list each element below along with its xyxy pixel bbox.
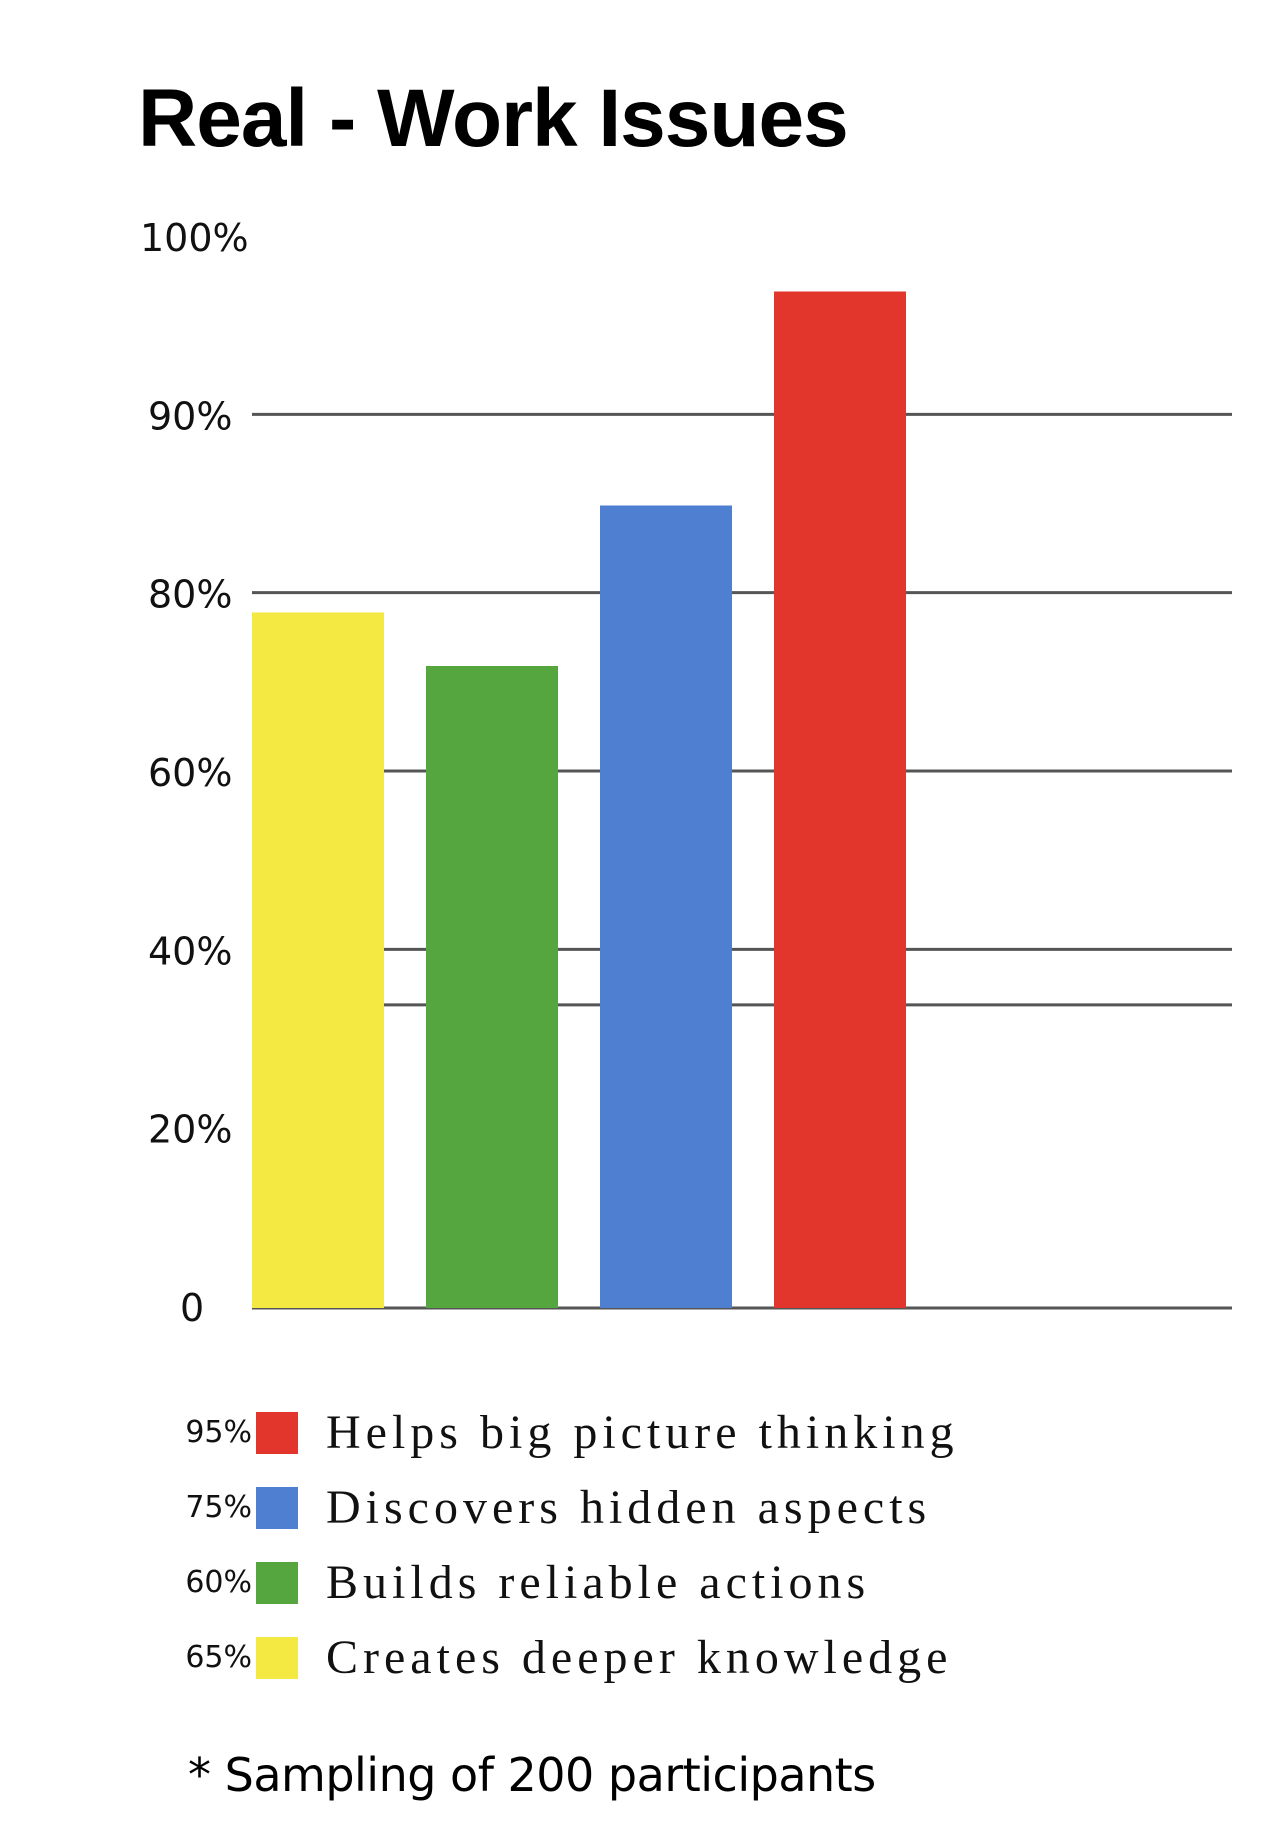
bar-builds-reliable-actions xyxy=(426,666,558,1308)
legend-label: Helps big picture thinking xyxy=(326,1406,959,1459)
legend-label: Creates deeper knowledge xyxy=(326,1631,953,1684)
y-tick-label: 60% xyxy=(148,751,232,795)
y-tick-label: 100% xyxy=(140,216,249,260)
y-tick-label: 40% xyxy=(148,929,232,973)
legend-percent: 75% xyxy=(185,1490,252,1525)
bar-chart: 100% 90% 80% 60% 40% 20% 0 xyxy=(140,216,1232,1330)
legend-percent: 60% xyxy=(185,1565,252,1600)
legend-item-discovers-hidden: 75% Discovers hidden aspects xyxy=(170,1470,959,1545)
footnote: * Sampling of 200 participants xyxy=(188,1748,876,1802)
legend-swatch-blue xyxy=(256,1486,298,1529)
legend-item-creates-deeper: 65% Creates deeper knowledge xyxy=(170,1620,959,1695)
legend-label: Discovers hidden aspects xyxy=(326,1481,932,1534)
bar-helps-big-picture-thinking xyxy=(774,291,906,1308)
y-tick-label: 20% xyxy=(148,1108,232,1152)
y-tick-label: 90% xyxy=(148,394,232,438)
legend-percent: 65% xyxy=(185,1640,252,1675)
y-tick-label: 0 xyxy=(180,1286,204,1330)
legend-item-helps-big-picture: 95% Helps big picture thinking xyxy=(170,1395,959,1470)
legend-percent: 95% xyxy=(185,1415,252,1450)
legend-swatch-green xyxy=(256,1561,298,1604)
bar-creates-deeper-knowledge xyxy=(252,612,384,1308)
legend-swatch-red xyxy=(256,1411,298,1454)
y-tick-label: 80% xyxy=(148,573,232,617)
chart-title: Real - Work Issues xyxy=(138,73,849,164)
legend-item-builds-reliable: 60% Builds reliable actions xyxy=(170,1545,959,1620)
legend-label: Builds reliable actions xyxy=(326,1556,871,1609)
legend: 95% Helps big picture thinking 75% Disco… xyxy=(170,1395,959,1695)
legend-swatch-yellow xyxy=(256,1636,298,1679)
bar-discovers-hidden-aspects xyxy=(600,505,732,1308)
